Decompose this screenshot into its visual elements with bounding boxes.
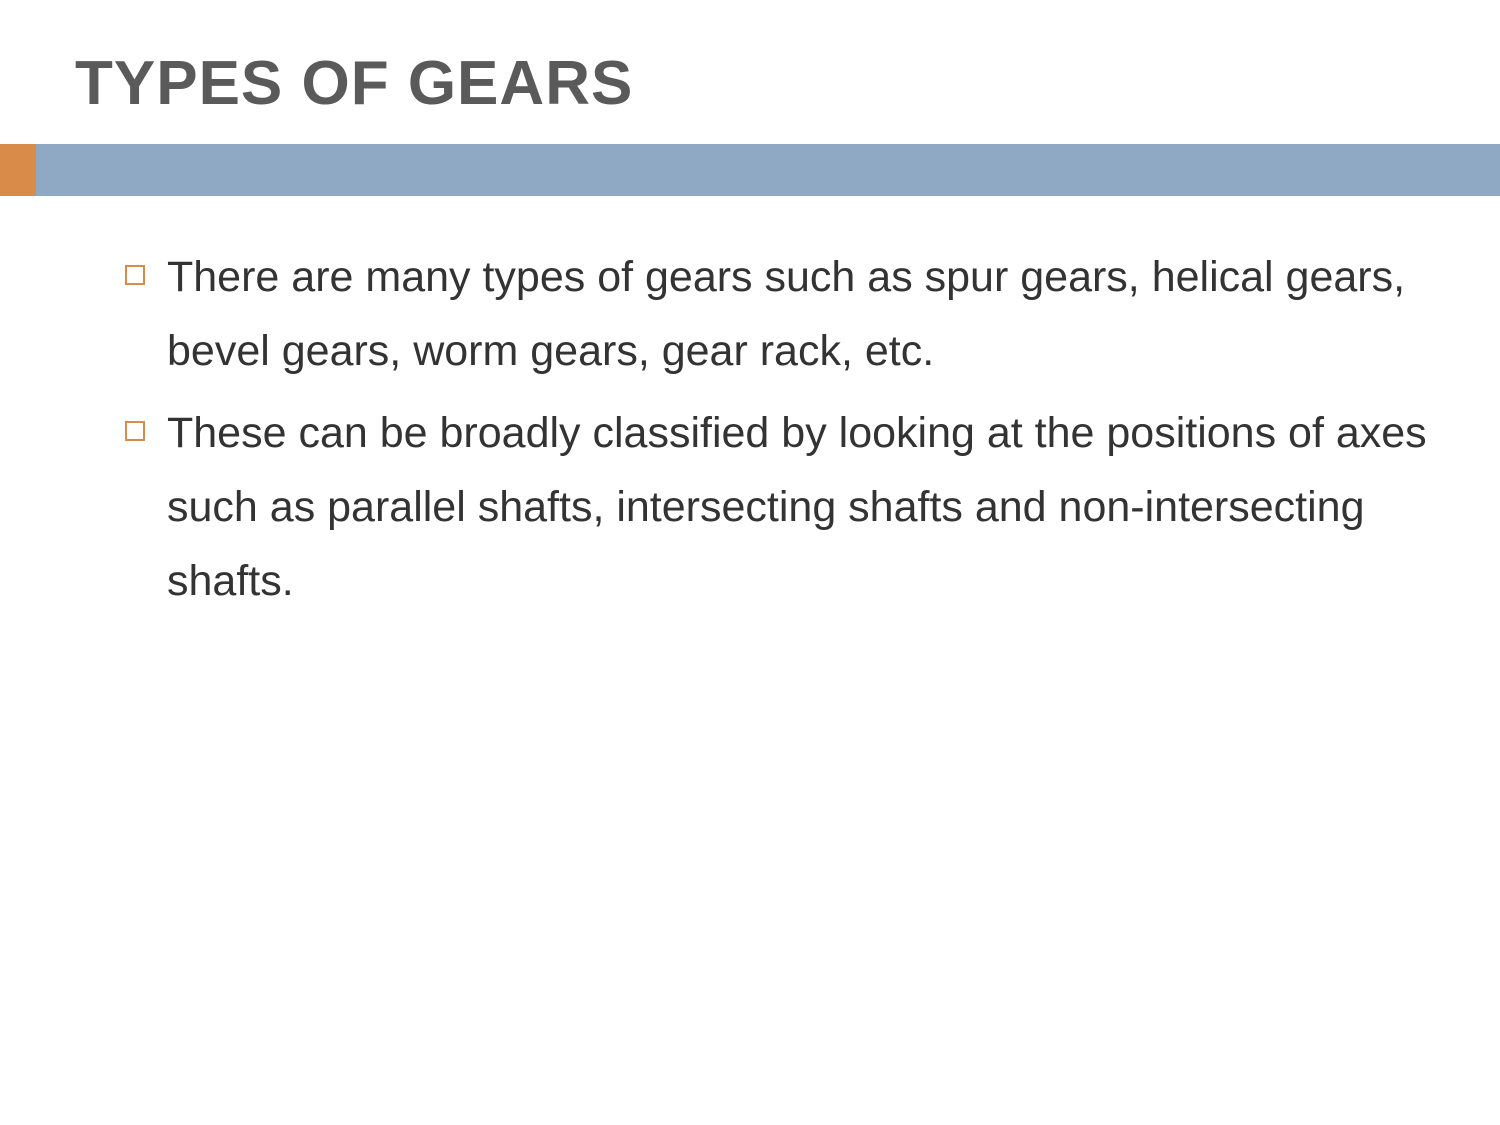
bullet-text: These can be broadly classified by looki… xyxy=(167,397,1442,619)
title-area: TYPES OF GEARS xyxy=(0,0,1500,144)
bullet-item: There are many types of gears such as sp… xyxy=(125,241,1442,389)
bullet-item: These can be broadly classified by looki… xyxy=(125,397,1442,619)
content-area: There are many types of gears such as sp… xyxy=(0,196,1500,619)
bullet-text: There are many types of gears such as sp… xyxy=(167,241,1442,389)
bullet-marker-icon xyxy=(125,265,145,285)
divider-bar xyxy=(0,144,1500,196)
bullet-marker-icon xyxy=(125,421,145,441)
divider-accent xyxy=(0,144,36,196)
slide-title: TYPES OF GEARS xyxy=(75,48,1500,119)
